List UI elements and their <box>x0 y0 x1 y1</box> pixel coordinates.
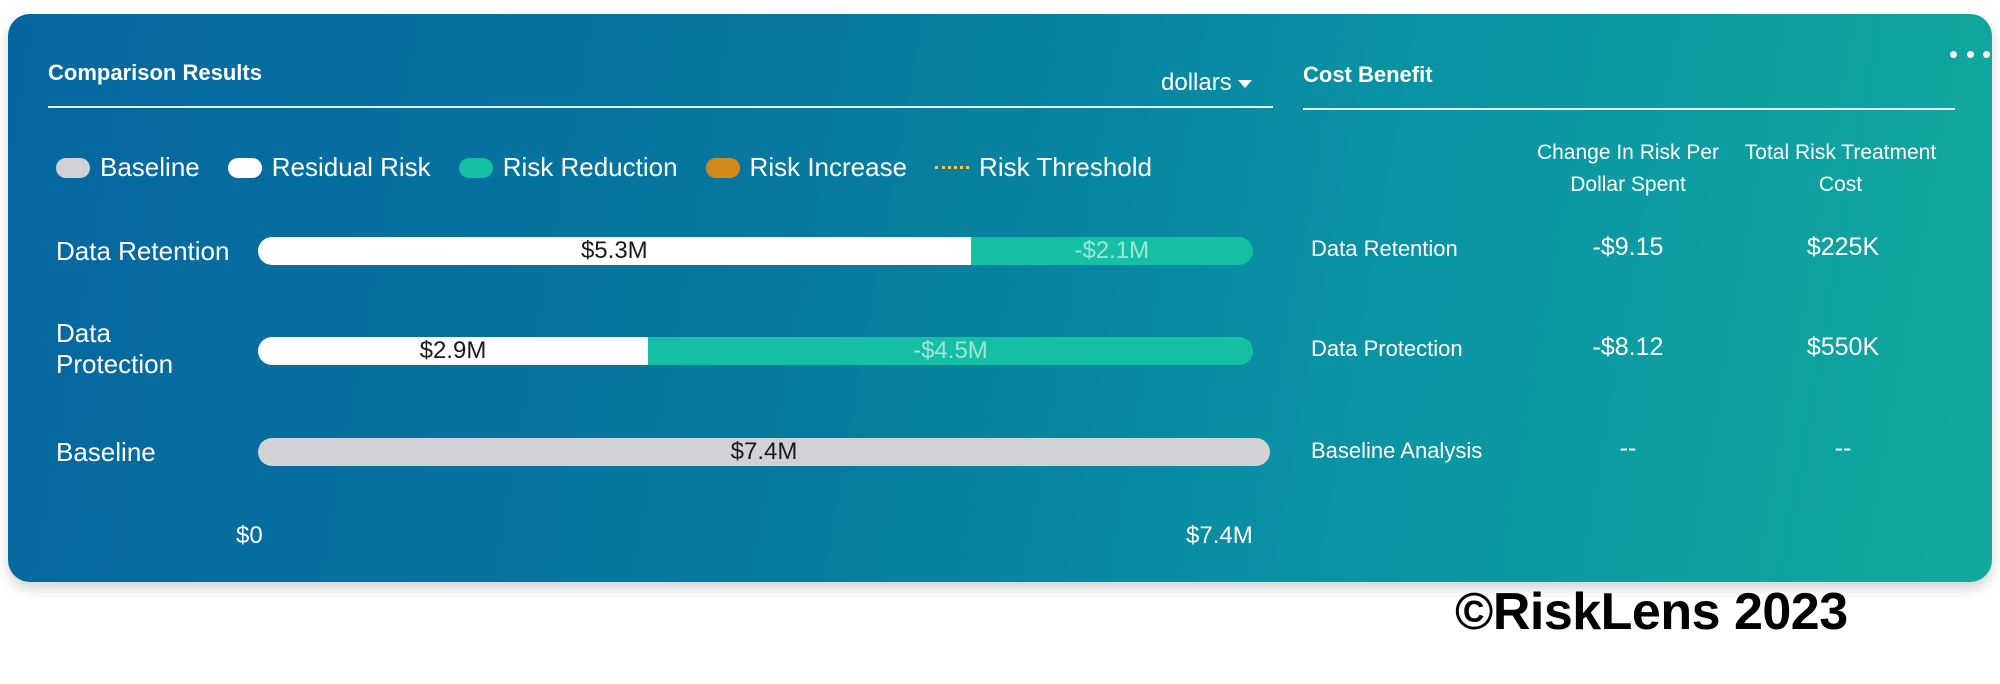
bar-baseline[interactable]: $7.4M <box>258 438 1270 466</box>
legend-item-risk-increase: Risk Increase <box>705 152 908 183</box>
row-label-data-retention: Data Retention <box>56 236 229 267</box>
cost-benefit-row-name: Data Protection <box>1311 336 1463 361</box>
total-cost-value: -- <box>1834 434 1852 462</box>
row-label-data-protection: Data Protection <box>56 318 173 380</box>
legend-item-baseline: Baseline <box>56 152 200 183</box>
bar-segment-risk-reduction[interactable]: -$2.1M <box>970 237 1253 265</box>
legend-swatch-baseline <box>56 157 90 178</box>
copyright-watermark: ©RiskLens 2023 <box>1455 583 1848 641</box>
cost-benefit-row-name: Data Retention <box>1311 236 1458 261</box>
change-in-risk-value: -- <box>1619 434 1637 462</box>
header-line: Total Risk Treatment <box>1744 141 1937 164</box>
legend-swatch-residual-risk <box>227 157 262 178</box>
change-in-risk-value: -$9.15 <box>1592 233 1664 261</box>
row-label-line: Baseline <box>56 437 156 467</box>
total-cost-value: $550K <box>1806 333 1880 361</box>
comparison-card: Comparison Results dollars Baseline Resi… <box>8 14 1992 582</box>
bar-segment-residual-risk[interactable]: $5.3M <box>258 237 971 265</box>
legend-label: Residual Risk <box>271 152 431 182</box>
row-label-line: Data <box>56 318 111 348</box>
units-selected-value: dollars <box>1161 69 1232 96</box>
legend-swatch-risk-threshold <box>935 166 970 169</box>
comparison-divider <box>48 106 1273 108</box>
legend-label: Risk Threshold <box>979 152 1152 182</box>
chart-legend: Baseline Residual Risk Risk Reduction Ri… <box>56 152 1152 183</box>
legend-label: Risk Reduction <box>502 152 678 182</box>
row-label-line: Protection <box>56 349 174 379</box>
bar-segment-baseline[interactable]: $7.4M <box>258 438 1270 466</box>
header-line: Dollar Spent <box>1570 173 1686 196</box>
header-line: Cost <box>1818 173 1863 196</box>
units-dropdown[interactable]: dollars <box>1161 69 1252 97</box>
column-header-total-cost: Total Risk Treatment Cost <box>1733 137 1948 201</box>
legend-label: Baseline <box>100 152 200 182</box>
bar-segment-residual-risk[interactable]: $2.9M <box>258 337 648 365</box>
cost-benefit-title: Cost Benefit <box>1303 62 1433 87</box>
x-axis-max-label: $7.4M <box>1186 522 1253 549</box>
bar-value-label: -$2.1M <box>1074 237 1150 264</box>
legend-item-risk-reduction: Risk Reduction <box>458 152 678 183</box>
bar-data-protection[interactable]: $2.9M -$4.5M <box>258 337 1253 365</box>
more-options-icon[interactable] <box>1950 42 1990 66</box>
column-header-change-in-risk: Change In Risk Per Dollar Spent <box>1523 137 1733 201</box>
bar-value-label: $2.9M <box>419 337 487 364</box>
bar-data-retention[interactable]: $5.3M -$2.1M <box>258 237 1253 265</box>
bar-value-label: -$4.5M <box>913 337 988 364</box>
cost-benefit-row-name: Baseline Analysis <box>1311 438 1483 463</box>
change-in-risk-value: -$8.12 <box>1592 333 1664 361</box>
caret-down-icon <box>1237 80 1252 88</box>
x-axis-min-label: $0 <box>236 522 263 549</box>
legend-item-risk-threshold: Risk Threshold <box>935 152 1152 183</box>
cost-benefit-divider <box>1303 108 1955 110</box>
legend-swatch-risk-increase <box>705 157 740 178</box>
bar-value-label: $5.3M <box>580 237 648 264</box>
bar-value-label: $7.4M <box>730 438 798 465</box>
legend-label: Risk Increase <box>749 152 908 182</box>
header-line: Change In Risk Per <box>1536 141 1720 164</box>
legend-item-residual-risk: Residual Risk <box>227 152 431 183</box>
legend-swatch-risk-reduction <box>458 157 493 178</box>
bar-segment-risk-reduction[interactable]: -$4.5M <box>647 337 1253 365</box>
total-cost-value: $225K <box>1806 233 1880 261</box>
row-label-line: Data Retention <box>56 236 230 266</box>
comparison-results-title: Comparison Results <box>48 60 262 85</box>
row-label-baseline: Baseline <box>56 437 156 468</box>
